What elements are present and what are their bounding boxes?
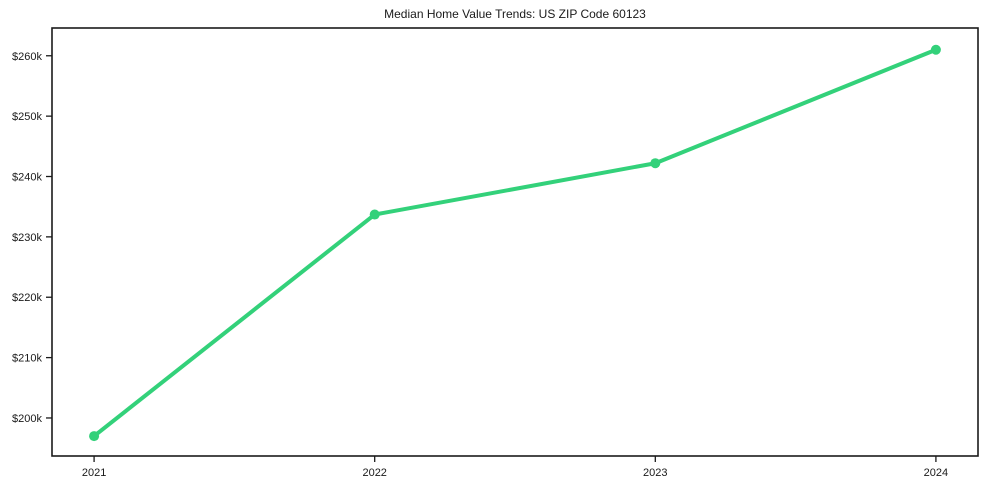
data-point-2022 (369, 209, 380, 220)
y-tick-label: $250k (12, 111, 42, 123)
data-point-2024 (930, 44, 941, 55)
trend-line (92, 47, 938, 439)
x-tick-label: 2022 (362, 467, 386, 479)
y-tick-label: $200k (12, 413, 42, 425)
y-tick-label: $220k (12, 292, 42, 304)
chart-title: Median Home Value Trends: US ZIP Code 60… (384, 7, 646, 21)
plot-border (51, 27, 979, 457)
y-tick-label: $210k (12, 353, 42, 365)
y-tick-label: $230k (12, 232, 42, 244)
x-tick-label: 2021 (82, 467, 106, 479)
data-point-2021 (89, 431, 100, 442)
y-tick-label: $260k (12, 51, 42, 63)
x-tick-label: 2023 (643, 467, 667, 479)
y-tick-label: $240k (12, 172, 42, 184)
x-tick-label: 2024 (924, 467, 948, 479)
data-point-2023 (650, 158, 661, 169)
